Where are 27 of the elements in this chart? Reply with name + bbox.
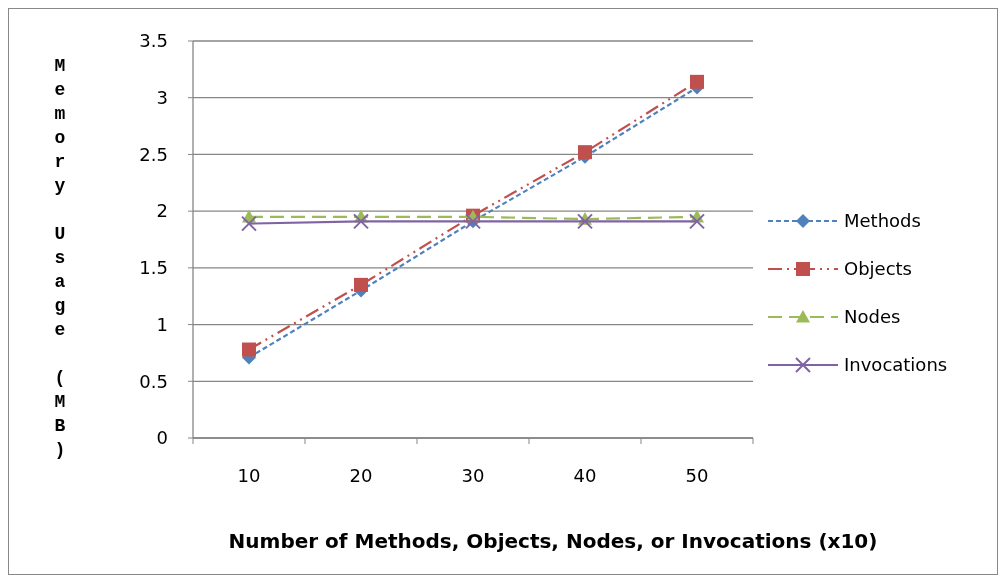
x-tick-label: 20 bbox=[349, 465, 373, 486]
legend-label: Objects bbox=[844, 258, 913, 280]
point bbox=[689, 213, 705, 230]
x-axis-title: Number of Methods, Objects, Nodes, or Invocations (x10) bbox=[228, 529, 878, 553]
y-tick-label: 1 bbox=[156, 313, 168, 335]
y-tick-label: 2.5 bbox=[139, 143, 168, 165]
x-tick-label: 30 bbox=[461, 465, 485, 486]
point bbox=[578, 145, 592, 160]
legend-label: Invocations bbox=[844, 354, 948, 376]
y-tick-label: 3 bbox=[156, 87, 168, 109]
x-tick-label: 50 bbox=[685, 465, 709, 486]
legend-label: Methods bbox=[844, 210, 921, 232]
y-tick-label: 0.5 bbox=[139, 370, 168, 392]
point bbox=[577, 213, 593, 230]
y-tick-label: 1.5 bbox=[139, 257, 168, 279]
y-tick-label: 3.5 bbox=[139, 30, 168, 52]
y-tick-label: 0 bbox=[156, 427, 168, 449]
x-tick-label: 40 bbox=[573, 465, 597, 486]
y-axis-title: Memory Usage (MB) bbox=[50, 56, 70, 464]
point bbox=[241, 215, 257, 232]
legend-label: Nodes bbox=[844, 306, 901, 328]
point bbox=[690, 74, 704, 89]
y-tick-label: 2 bbox=[156, 200, 168, 222]
point bbox=[353, 213, 369, 230]
x-tick-label: 10 bbox=[237, 465, 261, 486]
point bbox=[242, 342, 256, 357]
point bbox=[354, 277, 368, 292]
